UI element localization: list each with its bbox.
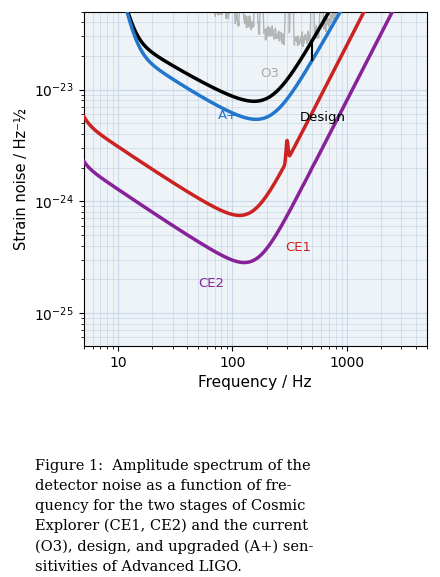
Text: Figure 1:  Amplitude spectrum of the
detector noise as a function of fre-
quency: Figure 1: Amplitude spectrum of the dete…	[35, 459, 314, 574]
Text: A+: A+	[218, 108, 238, 122]
Text: CE2: CE2	[198, 277, 224, 290]
X-axis label: Frequency / Hz: Frequency / Hz	[198, 376, 312, 391]
Text: CE1: CE1	[285, 241, 312, 254]
Y-axis label: Strain noise / Hz⁻½: Strain noise / Hz⁻½	[14, 108, 29, 250]
Text: O3: O3	[260, 67, 279, 80]
Text: Design: Design	[300, 111, 346, 124]
